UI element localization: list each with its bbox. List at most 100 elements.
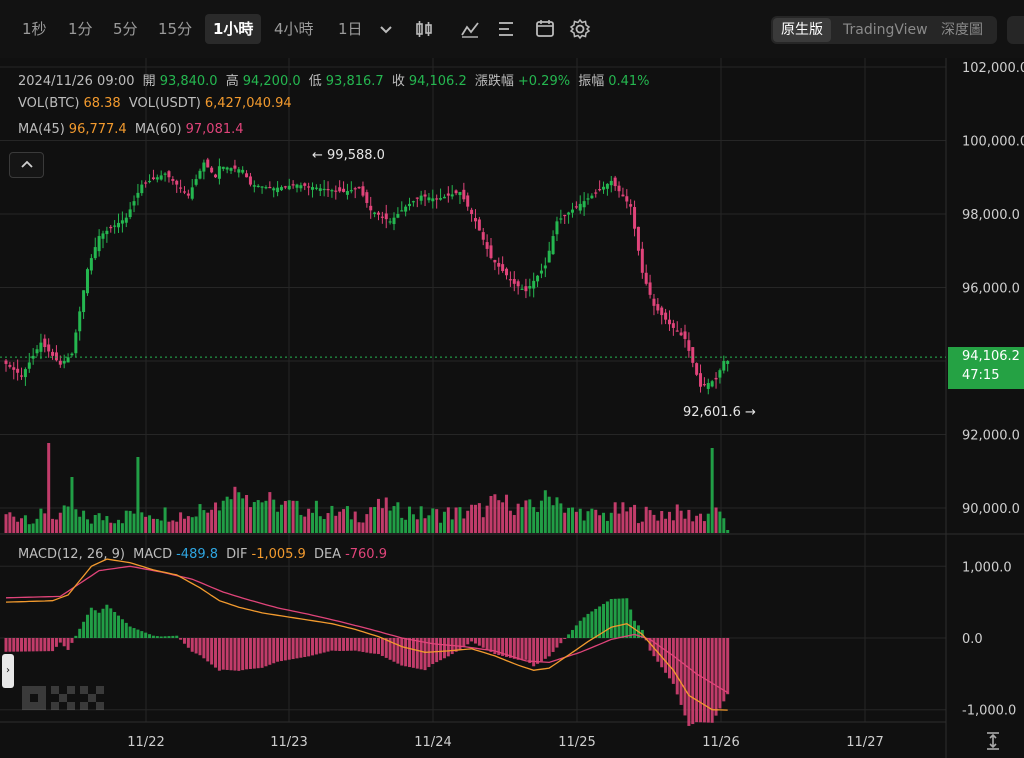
macd-hist-bar <box>307 638 311 657</box>
candle <box>683 331 687 339</box>
macd-hist-bar <box>291 638 295 660</box>
candle <box>702 384 706 386</box>
candle <box>217 166 221 179</box>
candle <box>408 203 412 207</box>
timeframe-1h[interactable]: 1小時 <box>205 14 262 44</box>
collapse-legend-button[interactable] <box>9 152 44 178</box>
volume-bar <box>113 523 117 533</box>
macd-hist-bar <box>365 638 369 653</box>
volume-bar <box>109 522 113 533</box>
volume-bar <box>105 516 109 533</box>
candle <box>570 209 574 213</box>
macd-hist-bar <box>439 638 443 661</box>
volume-bar <box>520 507 524 533</box>
volume-bar <box>198 504 202 533</box>
timeframe-5m[interactable]: 5分 <box>113 20 138 38</box>
candle <box>574 206 578 208</box>
macd-hist-bar <box>396 638 400 664</box>
view-tradingview[interactable]: TradingView <box>843 22 928 38</box>
macd-hist-bar <box>477 638 481 646</box>
macd-hist-bar <box>295 638 299 659</box>
timeframe-1m[interactable]: 1分 <box>68 20 93 38</box>
candle <box>276 187 280 193</box>
macd-hist-bar <box>233 638 237 671</box>
candle <box>279 187 283 191</box>
candle <box>93 247 97 259</box>
legend-ma45-label: MA(45) <box>18 122 65 137</box>
volume-bar <box>70 477 74 533</box>
candle <box>625 196 629 202</box>
macd-hist-bar <box>671 638 675 684</box>
volume-bar <box>408 506 412 533</box>
candle <box>442 196 446 199</box>
macd-hist-bar <box>536 638 540 664</box>
candle <box>23 369 27 378</box>
candle <box>283 186 287 188</box>
volume-bar <box>380 508 384 533</box>
volume-bar <box>722 518 726 533</box>
volume-bar <box>190 517 194 533</box>
macd-hist-bar <box>268 638 272 665</box>
macd-hist-bar <box>51 638 55 652</box>
candlestick-chart[interactable]: 102,000.0100,000.098,000.096,000.094,000… <box>0 58 1024 758</box>
macd-hist-bar <box>252 638 256 669</box>
candle <box>245 173 249 178</box>
volume-bar <box>4 514 8 533</box>
candle <box>58 360 62 365</box>
timeframe-4h[interactable]: 4小時 <box>274 20 314 38</box>
candle <box>590 195 594 199</box>
timeframe-1d[interactable]: 1日 <box>338 20 363 38</box>
volume-bar <box>74 509 78 533</box>
candle <box>256 185 260 188</box>
macd-hist-bar <box>431 638 435 665</box>
candle <box>31 355 35 359</box>
legend-change-label: 漲跌幅 <box>474 74 514 89</box>
macd-hist-bar <box>373 638 377 654</box>
timeframe-15m[interactable]: 15分 <box>158 20 193 38</box>
volume-bar <box>217 510 221 533</box>
candle <box>691 347 695 363</box>
toolbar-overflow[interactable] <box>1007 16 1024 44</box>
macd-hist-bar <box>454 638 458 652</box>
expand-panel-tab[interactable]: › <box>2 654 14 688</box>
volume-bar <box>179 512 183 533</box>
macd-hist-bar <box>260 638 264 668</box>
macd-hist-bar <box>598 606 602 638</box>
calendar-icon[interactable] <box>532 16 558 42</box>
candlestick-type-icon[interactable] <box>411 16 437 42</box>
macd-hist-bar <box>617 598 621 638</box>
settings-list-icon[interactable] <box>493 16 519 42</box>
toolbar: 1秒 1分 5分 15分 1小時 4小時 1日 原生版 TradingView … <box>0 0 1024 58</box>
volume-bar <box>605 520 609 533</box>
macd-hist-bar <box>485 638 489 650</box>
macd-legend: MACD(12, 26, 9) MACD -489.8 DIF -1,005.9 D… <box>18 547 391 562</box>
gear-icon[interactable] <box>567 16 593 42</box>
candle <box>656 304 660 311</box>
timeframe-1s[interactable]: 1秒 <box>22 20 47 38</box>
candle <box>291 184 295 186</box>
indicator-icon[interactable] <box>457 16 483 42</box>
candle <box>233 165 237 169</box>
macd-hist-bar <box>314 638 318 655</box>
volume-bar <box>194 516 198 533</box>
macd-hist-bar <box>287 638 291 660</box>
candle <box>54 352 58 361</box>
volume-bar <box>31 523 35 533</box>
volume-bar <box>256 500 260 533</box>
chevron-down-icon[interactable] <box>373 16 399 42</box>
macd-hist-bar <box>400 638 404 666</box>
macd-hist-bar <box>225 638 229 670</box>
candle <box>667 319 671 325</box>
axis-scale-icon[interactable] <box>984 730 1002 752</box>
volume-bar <box>342 509 346 533</box>
volume-bar <box>543 490 547 533</box>
view-depth[interactable]: 深度圖 <box>941 22 983 38</box>
candle <box>722 361 726 371</box>
macd-hist-bar <box>473 638 477 644</box>
candle <box>252 185 256 187</box>
volume-bar <box>423 518 427 533</box>
view-native[interactable]: 原生版 <box>773 18 831 42</box>
candle <box>20 375 24 377</box>
candle <box>35 349 39 354</box>
dif-label: DIF <box>226 547 248 562</box>
